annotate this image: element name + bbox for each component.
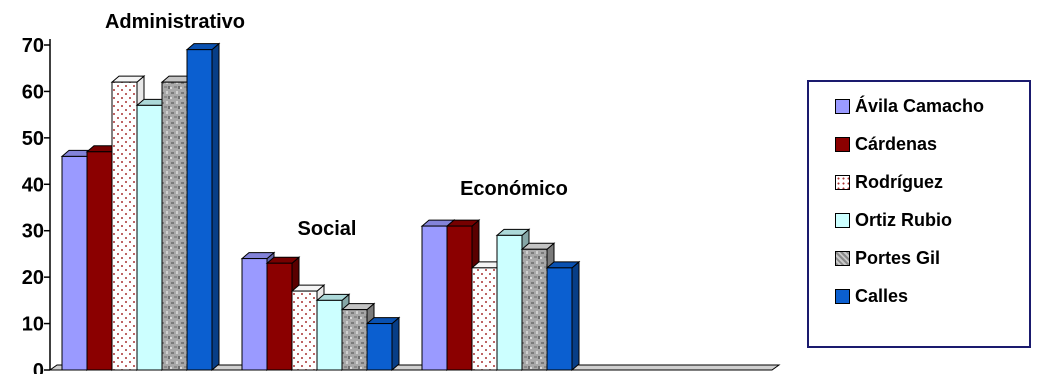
legend-swatch	[835, 136, 850, 152]
bar-front	[546, 267, 573, 371]
y-axis-ticks: 0 10 20 30 40 50 60 70	[22, 35, 50, 374]
y-tick-label: 60	[22, 81, 44, 103]
y-tick-label: 70	[22, 35, 44, 57]
bar-front	[446, 225, 473, 371]
bar-front	[496, 234, 523, 371]
y-tick-label: 50	[22, 128, 44, 150]
bar-side	[571, 260, 580, 372]
bar-front	[341, 309, 368, 371]
y-tick-label: 10	[22, 314, 44, 336]
bar-front	[266, 262, 293, 371]
category-label: Social	[298, 218, 357, 240]
legend-swatch	[835, 250, 850, 266]
y-tick-label: 0	[33, 360, 44, 374]
bar	[545, 260, 581, 372]
bar-front	[86, 151, 113, 371]
legend-swatch	[835, 174, 850, 190]
bar-front	[366, 323, 393, 371]
legend-label: Portes Gil	[855, 247, 941, 268]
bar-front	[241, 258, 268, 371]
y-tick-label: 40	[22, 174, 44, 196]
bar-front	[161, 81, 188, 371]
legend-item: Ávila Camacho	[835, 96, 984, 116]
bar-front	[111, 81, 138, 371]
legend: Ávila Camacho Cárdenas Rodríguez Ortiz Rubi…	[807, 80, 1031, 348]
legend-label: Ávila Camacho	[855, 95, 985, 116]
legend-swatch	[835, 288, 850, 304]
bar-side	[211, 42, 220, 372]
bar-front	[471, 267, 498, 371]
category-labels: Administrativo Social Económico	[105, 11, 568, 240]
bar-front	[421, 225, 448, 371]
bar-front	[186, 49, 213, 371]
bar-front	[291, 290, 318, 371]
legend-item: Portes Gil	[835, 248, 940, 268]
bar-front	[61, 155, 88, 371]
bar	[365, 316, 401, 372]
legend-label: Ortiz Rubio	[855, 209, 952, 230]
bar-front	[316, 299, 343, 371]
bar	[185, 42, 221, 372]
legend-item: Ortiz Rubio	[835, 210, 952, 230]
bar-side	[391, 316, 400, 372]
legend-item: Cárdenas	[835, 134, 937, 154]
bar-front	[136, 104, 163, 371]
bar	[520, 242, 556, 372]
y-tick-label: 20	[22, 267, 44, 289]
bars	[60, 42, 581, 372]
legend-label: Calles	[855, 285, 909, 306]
legend-item: Rodríguez	[835, 172, 943, 192]
legend-swatch	[835, 98, 850, 114]
legend-label: Rodríguez	[855, 171, 943, 192]
category-label: Económico	[460, 178, 568, 200]
y-tick-label: 30	[22, 221, 44, 243]
legend-label: Cárdenas	[855, 133, 938, 154]
bar-front	[521, 248, 548, 371]
legend-item: Calles	[835, 286, 908, 306]
legend-swatch	[835, 212, 850, 228]
category-label: Administrativo	[105, 11, 245, 33]
